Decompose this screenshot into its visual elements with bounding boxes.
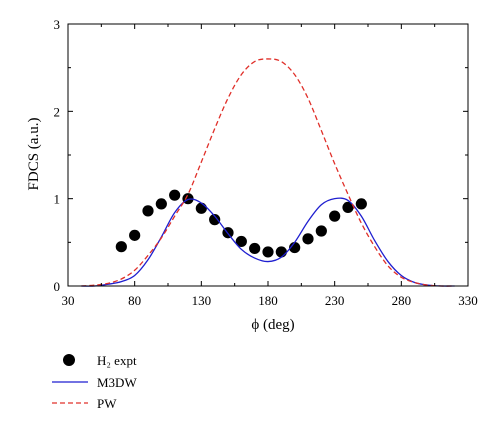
data-point-h-expt (115, 241, 127, 253)
x-tick-label: 80 (128, 293, 141, 308)
data-point-h-expt (275, 246, 287, 258)
legend: H₂ expt M3DW PW (52, 353, 137, 411)
legend-label-m3dw: M3DW (97, 375, 137, 390)
x-tick-label: 230 (325, 293, 345, 308)
data-point-h-expt (209, 214, 221, 226)
data-point-h-expt (235, 235, 247, 248)
data-point-h-expt (302, 233, 314, 245)
x-tick-label: 180 (258, 293, 278, 308)
data-point-h-expt (329, 210, 341, 222)
y-axis-label: FDCS (a.u.) (26, 118, 42, 191)
y-tick-label: 1 (54, 192, 61, 207)
data-point-h-expt (342, 201, 354, 213)
data-point-h-expt (155, 198, 167, 210)
data-point-h-expt (355, 198, 367, 210)
series-line-pw (81, 58, 455, 287)
y-tick-label: 3 (54, 17, 61, 32)
axes-layer: 30 80 130 180 230 280 330 0 1 2 3 (54, 17, 478, 308)
data-point-h-expt (169, 189, 181, 201)
y-tick-label: 0 (54, 279, 61, 294)
x-tick-label: 330 (458, 293, 478, 308)
marks-layer (81, 58, 455, 287)
data-point-h-expt (249, 242, 261, 255)
y-tick-label: 2 (54, 104, 61, 119)
data-point-h-expt (195, 202, 207, 214)
legend-label-pw: PW (97, 396, 117, 411)
legend-label-h-expt: H₂ expt (97, 353, 137, 368)
x-tick-label: 280 (392, 293, 412, 308)
series-line-m3dw (81, 197, 455, 287)
x-tick-label: 30 (62, 293, 75, 308)
x-tick-label: 130 (192, 293, 212, 308)
data-point-h-expt (289, 241, 301, 254)
data-point-h-expt (142, 205, 154, 217)
data-point-h-expt (262, 246, 274, 258)
legend-swatch-h-expt (63, 354, 75, 366)
data-point-h-expt (315, 225, 327, 237)
data-point-h-expt (129, 229, 141, 241)
x-axis-label: ϕ (deg) (251, 317, 294, 333)
